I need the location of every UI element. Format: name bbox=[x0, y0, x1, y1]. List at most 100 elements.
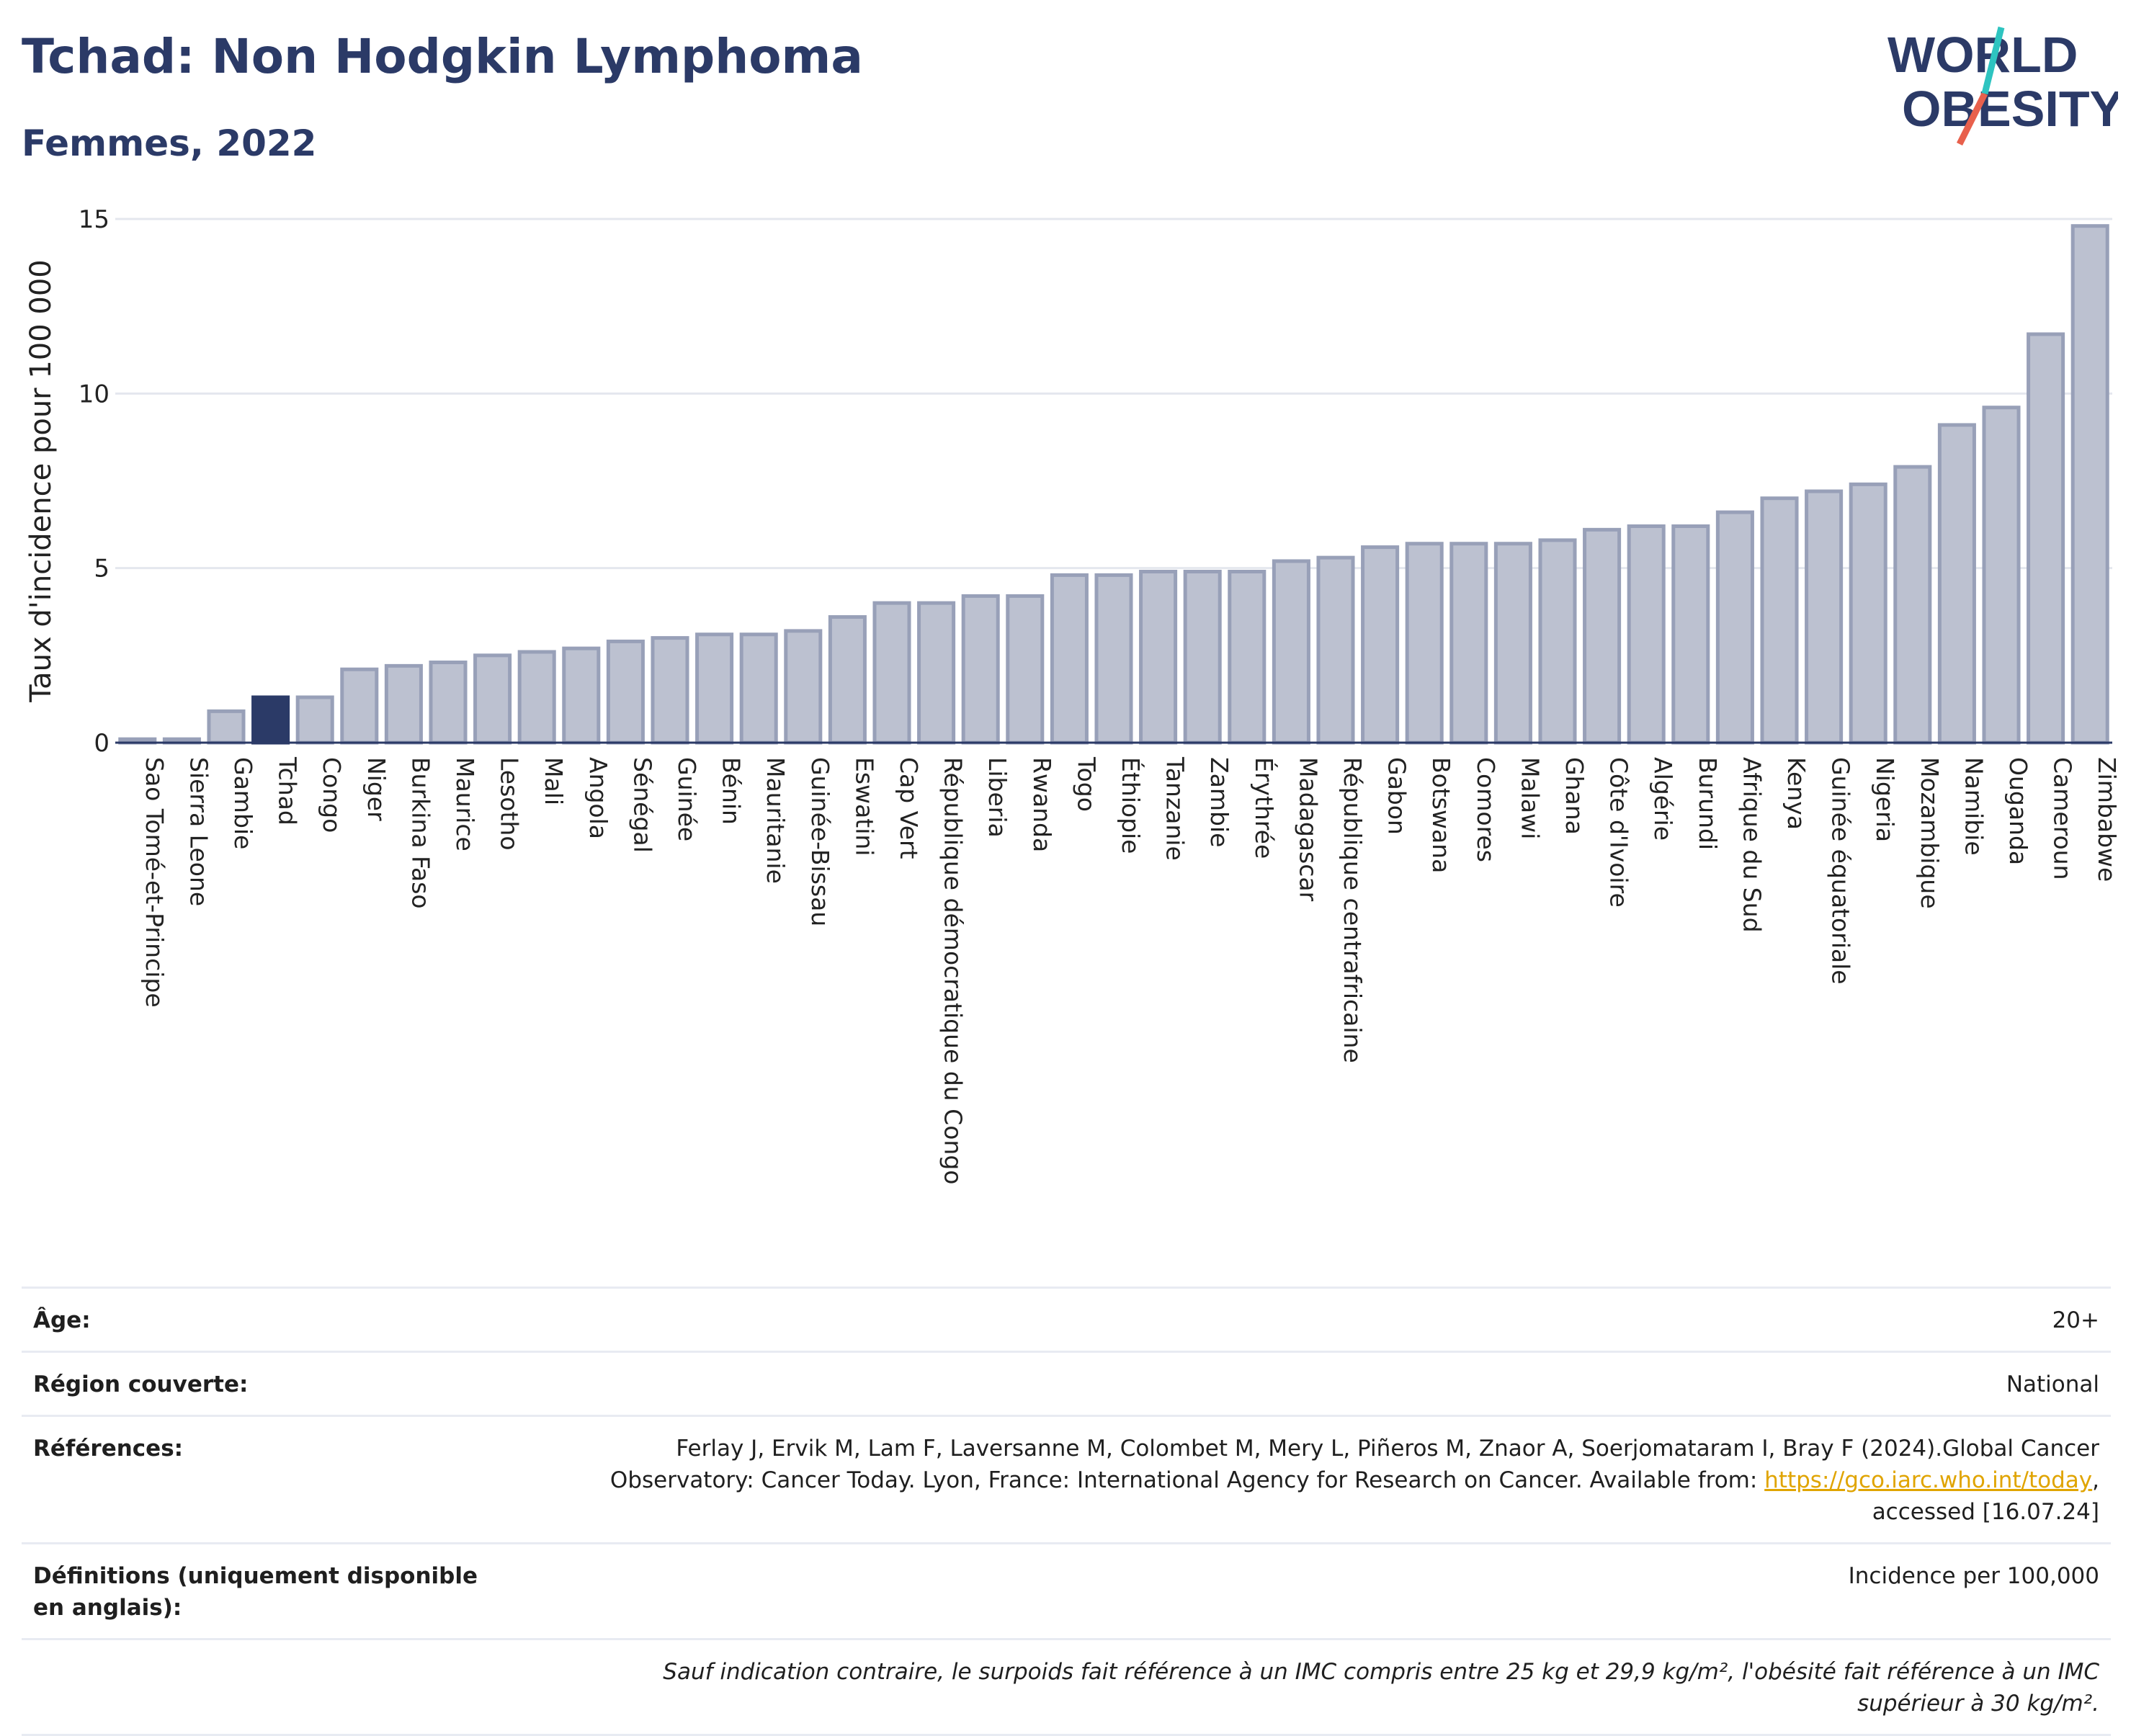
bar bbox=[606, 639, 645, 745]
x-tick-label: Madagascar bbox=[1294, 757, 1322, 902]
region-label: Région couverte: bbox=[33, 1372, 249, 1397]
bar bbox=[1760, 496, 1799, 745]
logo-line1: WORLD bbox=[1887, 27, 2078, 83]
bar bbox=[784, 629, 823, 745]
bar bbox=[1671, 524, 1710, 745]
bar bbox=[1893, 465, 1932, 745]
bar bbox=[695, 632, 734, 745]
bar bbox=[1183, 570, 1222, 745]
info-row-region: Région couverte: National bbox=[22, 1351, 2111, 1415]
source-link[interactable]: https://gco.iarc.who.int/today bbox=[1764, 1467, 2093, 1493]
x-tick-label: Sénégal bbox=[628, 757, 656, 853]
bar bbox=[384, 663, 423, 745]
info-row-age: Âge: 20+ bbox=[22, 1287, 2111, 1351]
bar bbox=[207, 709, 246, 745]
x-tick-label: Mali bbox=[540, 757, 568, 805]
x-tick-label: Tchad bbox=[274, 756, 302, 826]
bar bbox=[739, 632, 778, 745]
bar bbox=[1139, 570, 1178, 745]
references-tail: , accessed [16.07.24] bbox=[1872, 1467, 2099, 1525]
x-tick-label: Algérie bbox=[1649, 757, 1677, 841]
info-table: Âge: 20+ Région couverte: National Référ… bbox=[22, 1287, 2111, 1736]
x-tick-label: Mauritanie bbox=[761, 757, 790, 884]
x-tick-label: Côte d'Ivoire bbox=[1605, 757, 1633, 908]
x-tick-label: Maurice bbox=[451, 757, 479, 851]
chart-title: Tchad: Non Hodgkin Lymphoma bbox=[22, 29, 863, 84]
x-tick-label: Namibie bbox=[1960, 757, 1988, 856]
x-tick-label: Burundi bbox=[1694, 757, 1722, 850]
logo-slash-red bbox=[1956, 91, 1988, 146]
bar bbox=[1361, 545, 1400, 745]
info-row-footnote: Sauf indication contraire, le surpoids f… bbox=[22, 1638, 2111, 1736]
bar bbox=[1805, 489, 1844, 745]
x-tick-label: Kenya bbox=[1782, 757, 1810, 830]
bar bbox=[917, 601, 956, 745]
definitions-label: Définitions (uniquement disponible en an… bbox=[33, 1563, 478, 1621]
age-label: Âge: bbox=[33, 1307, 91, 1333]
footnote-text: Sauf indication contraire, le surpoids f… bbox=[663, 1659, 2099, 1717]
references-label: Références: bbox=[33, 1436, 184, 1462]
x-tick-label: Togo bbox=[1072, 756, 1100, 812]
x-tick-label: République démocratique du Congo bbox=[939, 757, 968, 1184]
bar bbox=[340, 667, 379, 745]
x-tick-label: Ghana bbox=[1560, 757, 1589, 835]
bar bbox=[1405, 542, 1444, 745]
x-tick-label: Guinée bbox=[673, 757, 701, 841]
y-tick-label: 15 bbox=[79, 205, 110, 234]
bar bbox=[429, 661, 468, 745]
info-row-definitions: Définitions (uniquement disponible en an… bbox=[22, 1542, 2111, 1638]
y-axis-title: Taux d'incidence pour 100 000 bbox=[24, 259, 58, 702]
x-tick-label: Cameroun bbox=[2049, 757, 2077, 880]
x-tick-label: Guinée-Bissau bbox=[806, 757, 834, 926]
bar bbox=[562, 646, 601, 745]
x-tick-label: Angola bbox=[584, 757, 612, 839]
x-tick-label: Érythrée bbox=[1250, 757, 1279, 859]
bar bbox=[295, 695, 334, 745]
x-tick-label: Bénin bbox=[718, 757, 746, 825]
x-tick-label: Burkina Faso bbox=[406, 757, 434, 909]
x-tick-label: Malawi bbox=[1516, 757, 1544, 839]
y-tick-label: 0 bbox=[94, 729, 110, 758]
bar bbox=[1538, 538, 1577, 745]
bar bbox=[2070, 224, 2109, 745]
x-tick-label: Sao Tomé-et-Principe bbox=[140, 757, 169, 1008]
x-tick-label: Rwanda bbox=[1028, 757, 1056, 852]
region-value: National bbox=[2006, 1372, 2099, 1397]
x-tick-label: Niger bbox=[362, 757, 390, 821]
x-tick-label: Gabon bbox=[1383, 757, 1411, 835]
world-obesity-logo: WORLD OBESITY bbox=[1887, 26, 2118, 146]
bar bbox=[1627, 524, 1666, 745]
y-tick-label: 10 bbox=[79, 380, 110, 408]
bar bbox=[961, 594, 1000, 745]
x-tick-label: Cap Vert bbox=[895, 757, 923, 859]
x-tick-label: Mozambique bbox=[1916, 757, 1944, 909]
x-tick-label: Liberia bbox=[983, 757, 1011, 838]
bar bbox=[473, 653, 512, 745]
x-tick-label: Zambie bbox=[1205, 757, 1233, 847]
bar bbox=[1715, 510, 1754, 745]
x-tick-label: Ouganda bbox=[2004, 757, 2032, 865]
x-tick-label: Sierra Leone bbox=[184, 757, 213, 906]
x-tick-label: Éthiopie bbox=[1117, 757, 1145, 854]
x-tick-label: Comores bbox=[1472, 757, 1500, 862]
bar bbox=[651, 636, 689, 745]
bar bbox=[2027, 332, 2065, 745]
age-value: 20+ bbox=[2052, 1307, 2099, 1333]
x-tick-label: République centrafricaine bbox=[1339, 757, 1367, 1063]
x-tick-label: Guinée équatoriale bbox=[1827, 757, 1855, 985]
bar bbox=[872, 601, 911, 745]
bar bbox=[1316, 555, 1355, 745]
logo-line2: OBESITY bbox=[1902, 81, 2118, 137]
bar bbox=[1982, 406, 2021, 745]
definitions-value: Incidence per 100,000 bbox=[1848, 1563, 2099, 1589]
bar bbox=[1937, 423, 1976, 745]
chart-subtitle: Femmes, 2022 bbox=[22, 122, 317, 164]
bar bbox=[251, 695, 290, 745]
x-tick-label: Eswatini bbox=[850, 757, 878, 856]
bar-chart: 0 5 10 15 Taux d'incidence pour 100 000 Sao T… bbox=[24, 205, 2121, 1184]
bar bbox=[517, 650, 556, 745]
x-tick-label: Gambie bbox=[229, 757, 257, 849]
bar bbox=[1449, 542, 1488, 745]
bar bbox=[1094, 573, 1133, 745]
references-text: Ferlay J, Ervik M, Lam F, Laversanne M, … bbox=[609, 1436, 2099, 1493]
